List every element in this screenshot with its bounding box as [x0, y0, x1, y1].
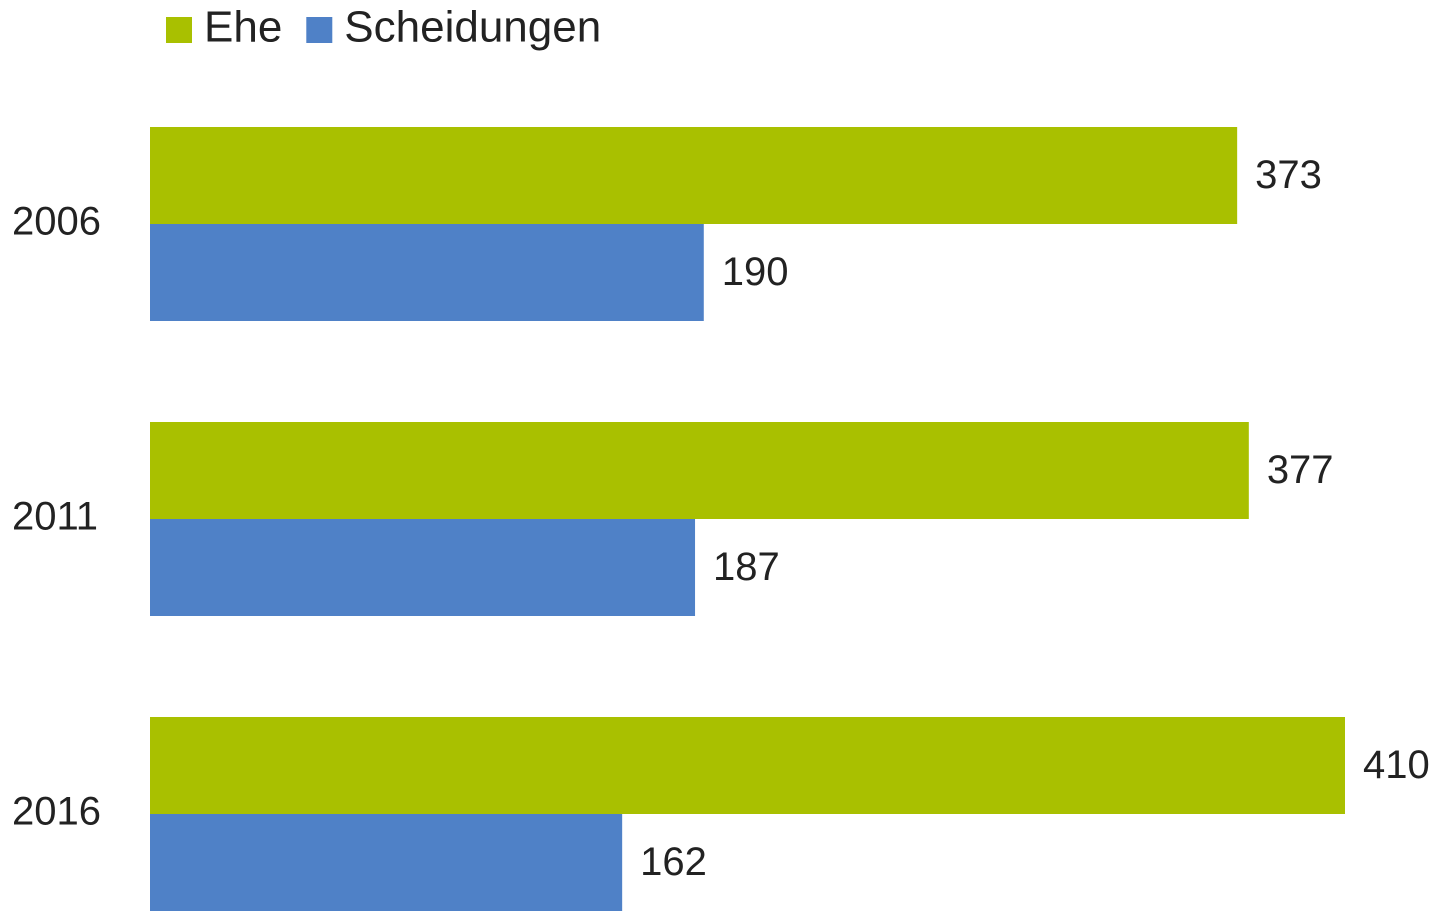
data-label: 373	[1255, 153, 1322, 197]
legend-swatch	[166, 17, 192, 43]
data-label: 410	[1363, 743, 1430, 787]
data-label: 377	[1267, 448, 1334, 492]
legend-label: Scheidungen	[344, 3, 601, 52]
legend-label: Ehe	[204, 3, 282, 52]
bar	[150, 224, 704, 321]
bar	[150, 814, 623, 911]
data-label: 190	[722, 250, 789, 294]
bar	[150, 519, 696, 616]
data-label: 187	[713, 545, 780, 589]
y-tick-label: 2016	[12, 790, 101, 834]
y-tick-label: 2006	[12, 200, 101, 244]
legend-swatch	[306, 17, 333, 43]
bar	[150, 422, 1249, 519]
data-label: 162	[640, 840, 707, 884]
y-tick-label: 2011	[12, 495, 98, 539]
bar	[150, 127, 1238, 224]
bar	[150, 717, 1345, 814]
